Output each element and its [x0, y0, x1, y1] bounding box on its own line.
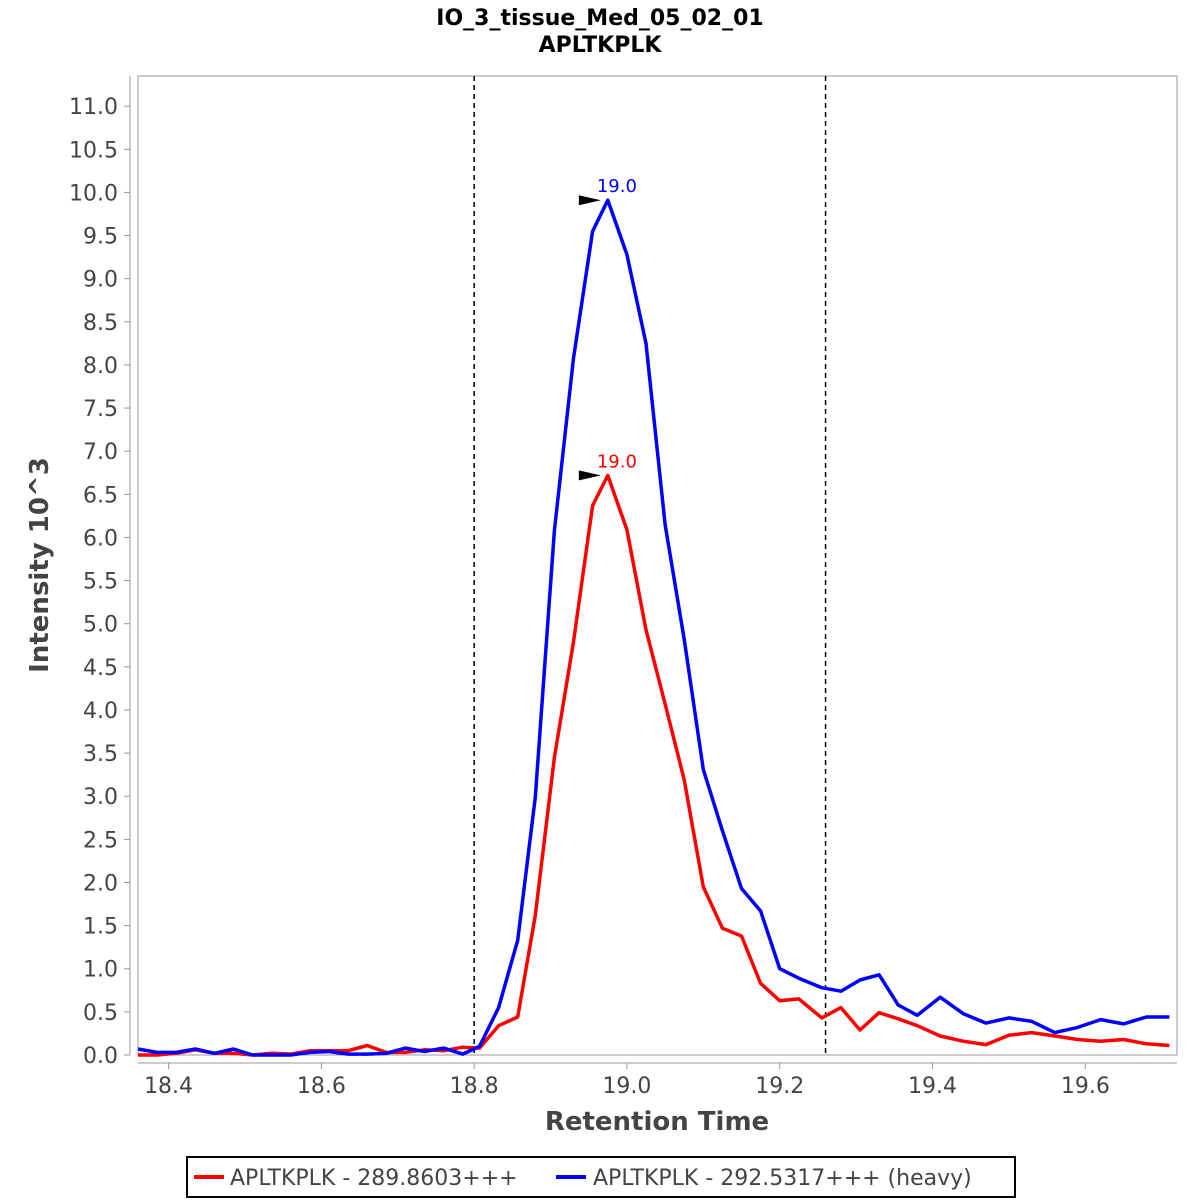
- y-tick-label: 6.5: [83, 483, 118, 508]
- x-tick-label: 19.0: [602, 1074, 651, 1099]
- y-tick-label: 3.5: [83, 742, 118, 767]
- y-tick-label: 2.5: [83, 828, 118, 853]
- x-tick-label: 18.8: [450, 1074, 499, 1099]
- y-tick-label: 3.0: [83, 785, 118, 810]
- plot-area: [137, 75, 1178, 1056]
- y-tick-label: 9.5: [83, 225, 118, 250]
- y-tick-label: 8.0: [83, 354, 118, 379]
- series-layer: 19.0 19.0: [137, 176, 1170, 1057]
- integration-boundaries: [473, 76, 827, 1055]
- peak-label: 19.0: [597, 176, 637, 197]
- y-tick-label: 10.0: [69, 181, 118, 206]
- y-tick-label: 7.5: [83, 397, 118, 422]
- y-tick-label: 9.0: [83, 268, 118, 293]
- legend-label-light: APLTKPLK - 289.8603+++: [230, 1166, 518, 1191]
- y-tick-label: 2.0: [83, 871, 118, 896]
- legend-box: [186, 1156, 1016, 1198]
- y-tick-label: 1.5: [83, 915, 118, 940]
- chart-title: IO_3_tissue_Med_05_02_01: [436, 6, 763, 31]
- y-axis-label: Intensity 10^3: [25, 457, 55, 673]
- y-tick-label: 5.5: [83, 570, 118, 595]
- chart-subtitle: APLTKPLK: [539, 33, 663, 58]
- x-tick-label: 19.4: [908, 1074, 957, 1099]
- y-axis: 0.0 0.5 1.0 1.5 2.0 2.5 3.0 3.5 4.0 4.5 5.0 5.5 6.0 6…: [69, 76, 131, 1069]
- peak-label: 19.0: [597, 451, 637, 472]
- y-tick-label: 10.5: [69, 138, 118, 163]
- y-tick-label: 11.0: [69, 95, 118, 120]
- peak-marker-icon: [578, 195, 601, 206]
- x-axis-label: Retention Time: [545, 1107, 769, 1137]
- x-tick-label: 18.6: [297, 1074, 346, 1099]
- peak-marker-icon: [578, 470, 601, 481]
- y-tick-label: 0.5: [83, 1001, 118, 1026]
- x-tick-label: 19.2: [755, 1074, 804, 1099]
- y-tick-label: 7.0: [83, 440, 118, 465]
- y-tick-label: 0.0: [83, 1044, 118, 1069]
- y-tick-label: 5.0: [83, 613, 118, 638]
- y-tick-label: 4.0: [83, 699, 118, 724]
- legend-label-heavy: APLTKPLK - 292.5317+++ (heavy): [593, 1166, 972, 1191]
- x-tick-label: 18.4: [144, 1074, 193, 1099]
- series-line-1: [137, 198, 1170, 1057]
- y-tick-label: 4.5: [83, 656, 118, 681]
- y-tick-label: 1.0: [83, 958, 118, 983]
- x-tick-label: 19.6: [1061, 1074, 1110, 1099]
- y-tick-label: 8.5: [83, 311, 118, 336]
- x-axis: 18.4 18.6 18.8 19.0 19.2 19.4 19.6: [138, 1062, 1177, 1099]
- legend: APLTKPLK - 289.8603+++ APLTKPLK - 292.53…: [186, 1156, 1016, 1198]
- y-tick-label: 6.0: [83, 526, 118, 551]
